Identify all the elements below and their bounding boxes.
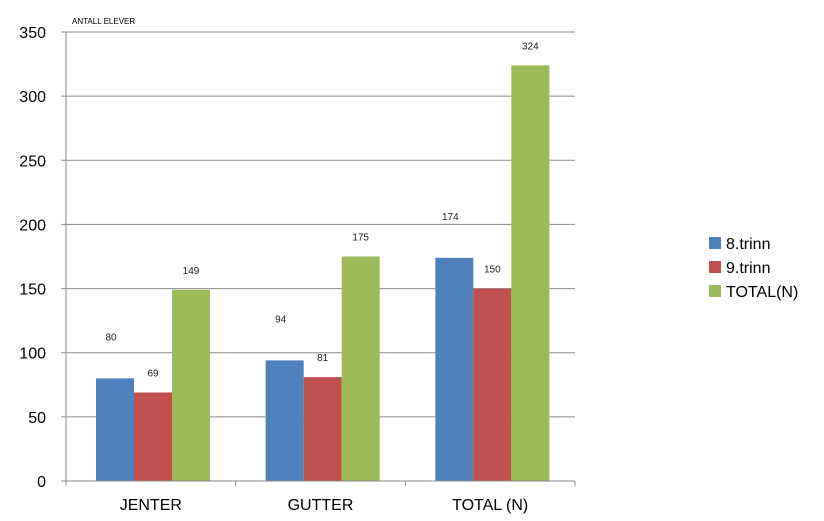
data-label: 324: [522, 41, 539, 52]
bar-total-n--0: [172, 289, 210, 481]
legend: 8.trinn 9.trinn TOTAL(N): [709, 236, 798, 301]
legend-label: 8.trinn: [726, 236, 770, 253]
bar-8-trinn-1: [265, 360, 304, 481]
bar-9-trinn-0: [134, 392, 172, 481]
y-tick-label: 200: [19, 217, 46, 234]
data-label: 81: [317, 353, 329, 364]
x-category-label: JENTER: [120, 497, 182, 514]
data-label: 94: [275, 314, 287, 325]
data-label: 149: [183, 266, 200, 277]
data-label: 175: [352, 233, 369, 244]
bar-8-trinn-2: [435, 257, 474, 481]
legend-label: 9.trinn: [726, 260, 770, 277]
x-category-label: GUTTER: [288, 497, 354, 514]
axes: [65, 32, 576, 486]
x-axis-categories: JENTER GUTTER TOTAL (N): [120, 497, 529, 514]
data-label: 174: [442, 212, 459, 223]
y-tick-label: 300: [19, 89, 46, 106]
data-label: 150: [484, 265, 501, 276]
data-label: 80: [105, 332, 117, 343]
y-tick-label: 50: [28, 410, 46, 427]
bar-8-trinn-0: [96, 378, 134, 481]
bar-total-n--1: [341, 256, 380, 481]
legend-swatch: [709, 285, 721, 297]
bar-total-n--2: [511, 65, 550, 482]
y-axis-label: ANTALL ELEVER: [72, 17, 135, 26]
gridlines: [66, 31, 575, 418]
data-labels: 80 69 149 94 81 175 174 150 324: [105, 41, 539, 379]
legend-swatch: [709, 237, 721, 249]
y-tick-label: 100: [19, 346, 46, 363]
y-axis-ticks: 0 50 100 150 200 250 300 350: [19, 25, 66, 491]
y-tick-label: 0: [37, 474, 46, 491]
y-tick-label: 150: [19, 282, 46, 299]
legend-label: TOTAL(N): [726, 284, 798, 301]
bars: [96, 65, 550, 482]
x-category-label: TOTAL (N): [452, 497, 528, 514]
bar-9-trinn-2: [473, 288, 512, 481]
y-tick-label: 250: [19, 153, 46, 170]
bar-9-trinn-1: [303, 377, 342, 481]
data-label: 69: [147, 368, 159, 379]
legend-swatch: [709, 261, 721, 273]
y-tick-label: 350: [19, 25, 46, 42]
